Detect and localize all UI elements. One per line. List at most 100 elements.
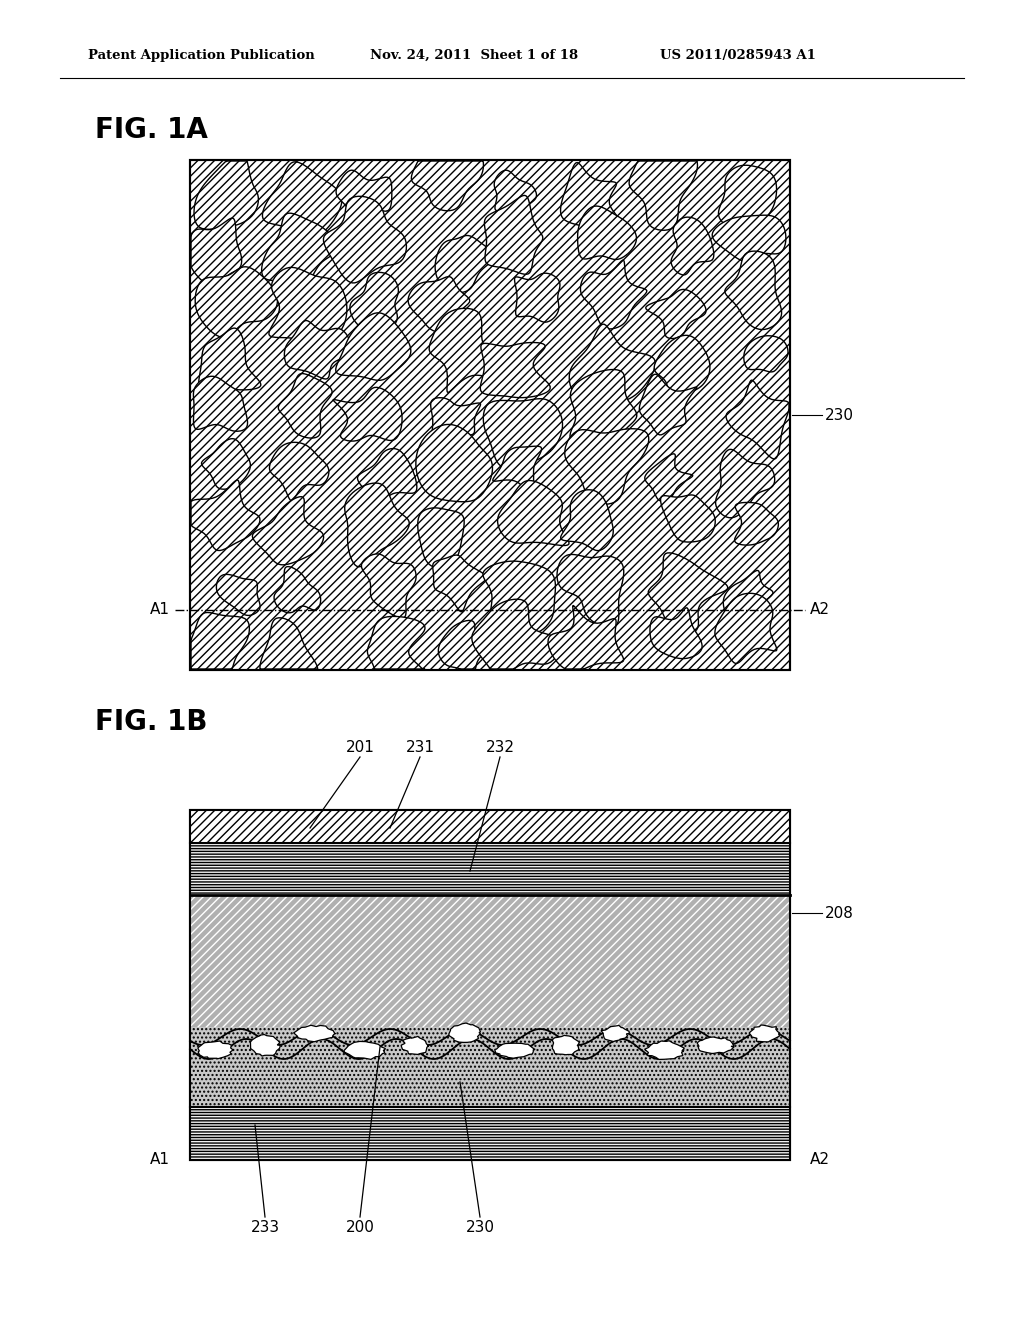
Polygon shape [251,1035,281,1056]
Polygon shape [719,165,776,230]
Polygon shape [639,375,696,434]
Polygon shape [294,1026,336,1041]
Bar [190,1107,790,1160]
Polygon shape [716,449,775,517]
Polygon shape [438,620,495,669]
Polygon shape [262,162,342,239]
Polygon shape [570,370,637,453]
Polygon shape [552,1035,580,1055]
Polygon shape [269,268,347,343]
Polygon shape [723,570,773,624]
Text: 201: 201 [345,741,375,755]
Bar [190,843,790,895]
Polygon shape [495,170,537,214]
Text: 230: 230 [466,1220,495,1236]
Polygon shape [438,620,495,669]
Polygon shape [433,556,486,611]
Bar [190,1107,790,1160]
Polygon shape [416,425,493,502]
Polygon shape [199,329,261,391]
Polygon shape [416,425,493,502]
Bar [190,895,790,1027]
Polygon shape [199,329,261,391]
Polygon shape [345,483,410,566]
Polygon shape [336,313,411,380]
Polygon shape [560,162,618,230]
Polygon shape [336,313,411,380]
Polygon shape [431,397,480,438]
Polygon shape [333,387,402,441]
Polygon shape [548,606,624,669]
Polygon shape [713,215,785,261]
Bar [190,895,790,1027]
Polygon shape [357,449,417,504]
Bar [190,1027,790,1107]
Polygon shape [726,380,790,459]
Polygon shape [725,251,781,330]
Polygon shape [495,170,537,214]
Polygon shape [409,277,470,334]
Polygon shape [734,503,778,545]
Text: 233: 233 [251,1220,280,1236]
Text: 231: 231 [406,741,434,755]
Polygon shape [336,170,392,218]
Polygon shape [629,161,697,230]
Polygon shape [498,480,569,545]
Polygon shape [581,260,647,329]
Bar [190,810,790,1160]
Polygon shape [498,480,569,545]
Polygon shape [429,309,502,392]
Polygon shape [449,1023,480,1043]
Polygon shape [368,616,425,669]
Polygon shape [719,165,776,230]
Polygon shape [645,454,692,502]
Polygon shape [570,370,637,453]
Polygon shape [645,1040,684,1060]
Polygon shape [412,161,483,211]
Text: A1: A1 [150,602,170,618]
Polygon shape [262,162,342,239]
Polygon shape [569,325,655,403]
Bar [190,810,790,1160]
Bar [190,1027,790,1107]
Polygon shape [418,508,464,569]
Polygon shape [646,289,706,338]
Polygon shape [198,1041,233,1059]
Polygon shape [472,599,560,669]
Polygon shape [472,599,560,669]
Polygon shape [191,612,250,669]
Polygon shape [350,272,398,333]
Polygon shape [750,1026,779,1041]
Polygon shape [361,554,416,618]
Polygon shape [216,574,260,615]
Polygon shape [723,570,773,624]
Polygon shape [581,260,647,329]
Polygon shape [650,607,702,659]
Polygon shape [734,503,778,545]
Polygon shape [493,446,542,494]
Bar [190,843,790,895]
Polygon shape [660,495,715,543]
Polygon shape [350,272,398,333]
Polygon shape [646,289,706,338]
Polygon shape [361,554,416,618]
Polygon shape [194,161,258,230]
Polygon shape [336,170,392,218]
Text: FIG. 1A: FIG. 1A [95,116,208,144]
Text: US 2011/0285943 A1: US 2011/0285943 A1 [660,49,816,62]
Polygon shape [279,374,332,438]
Polygon shape [269,268,347,343]
Polygon shape [261,213,338,284]
Text: A2: A2 [810,602,830,618]
Polygon shape [191,612,250,669]
Polygon shape [484,195,543,275]
Polygon shape [480,342,550,397]
Polygon shape [565,429,649,504]
Text: Nov. 24, 2011  Sheet 1 of 18: Nov. 24, 2011 Sheet 1 of 18 [370,49,579,62]
Text: 230: 230 [825,408,854,422]
Polygon shape [260,618,317,669]
Polygon shape [483,561,555,632]
Polygon shape [569,325,655,403]
Polygon shape [557,554,624,628]
Polygon shape [344,1041,385,1060]
